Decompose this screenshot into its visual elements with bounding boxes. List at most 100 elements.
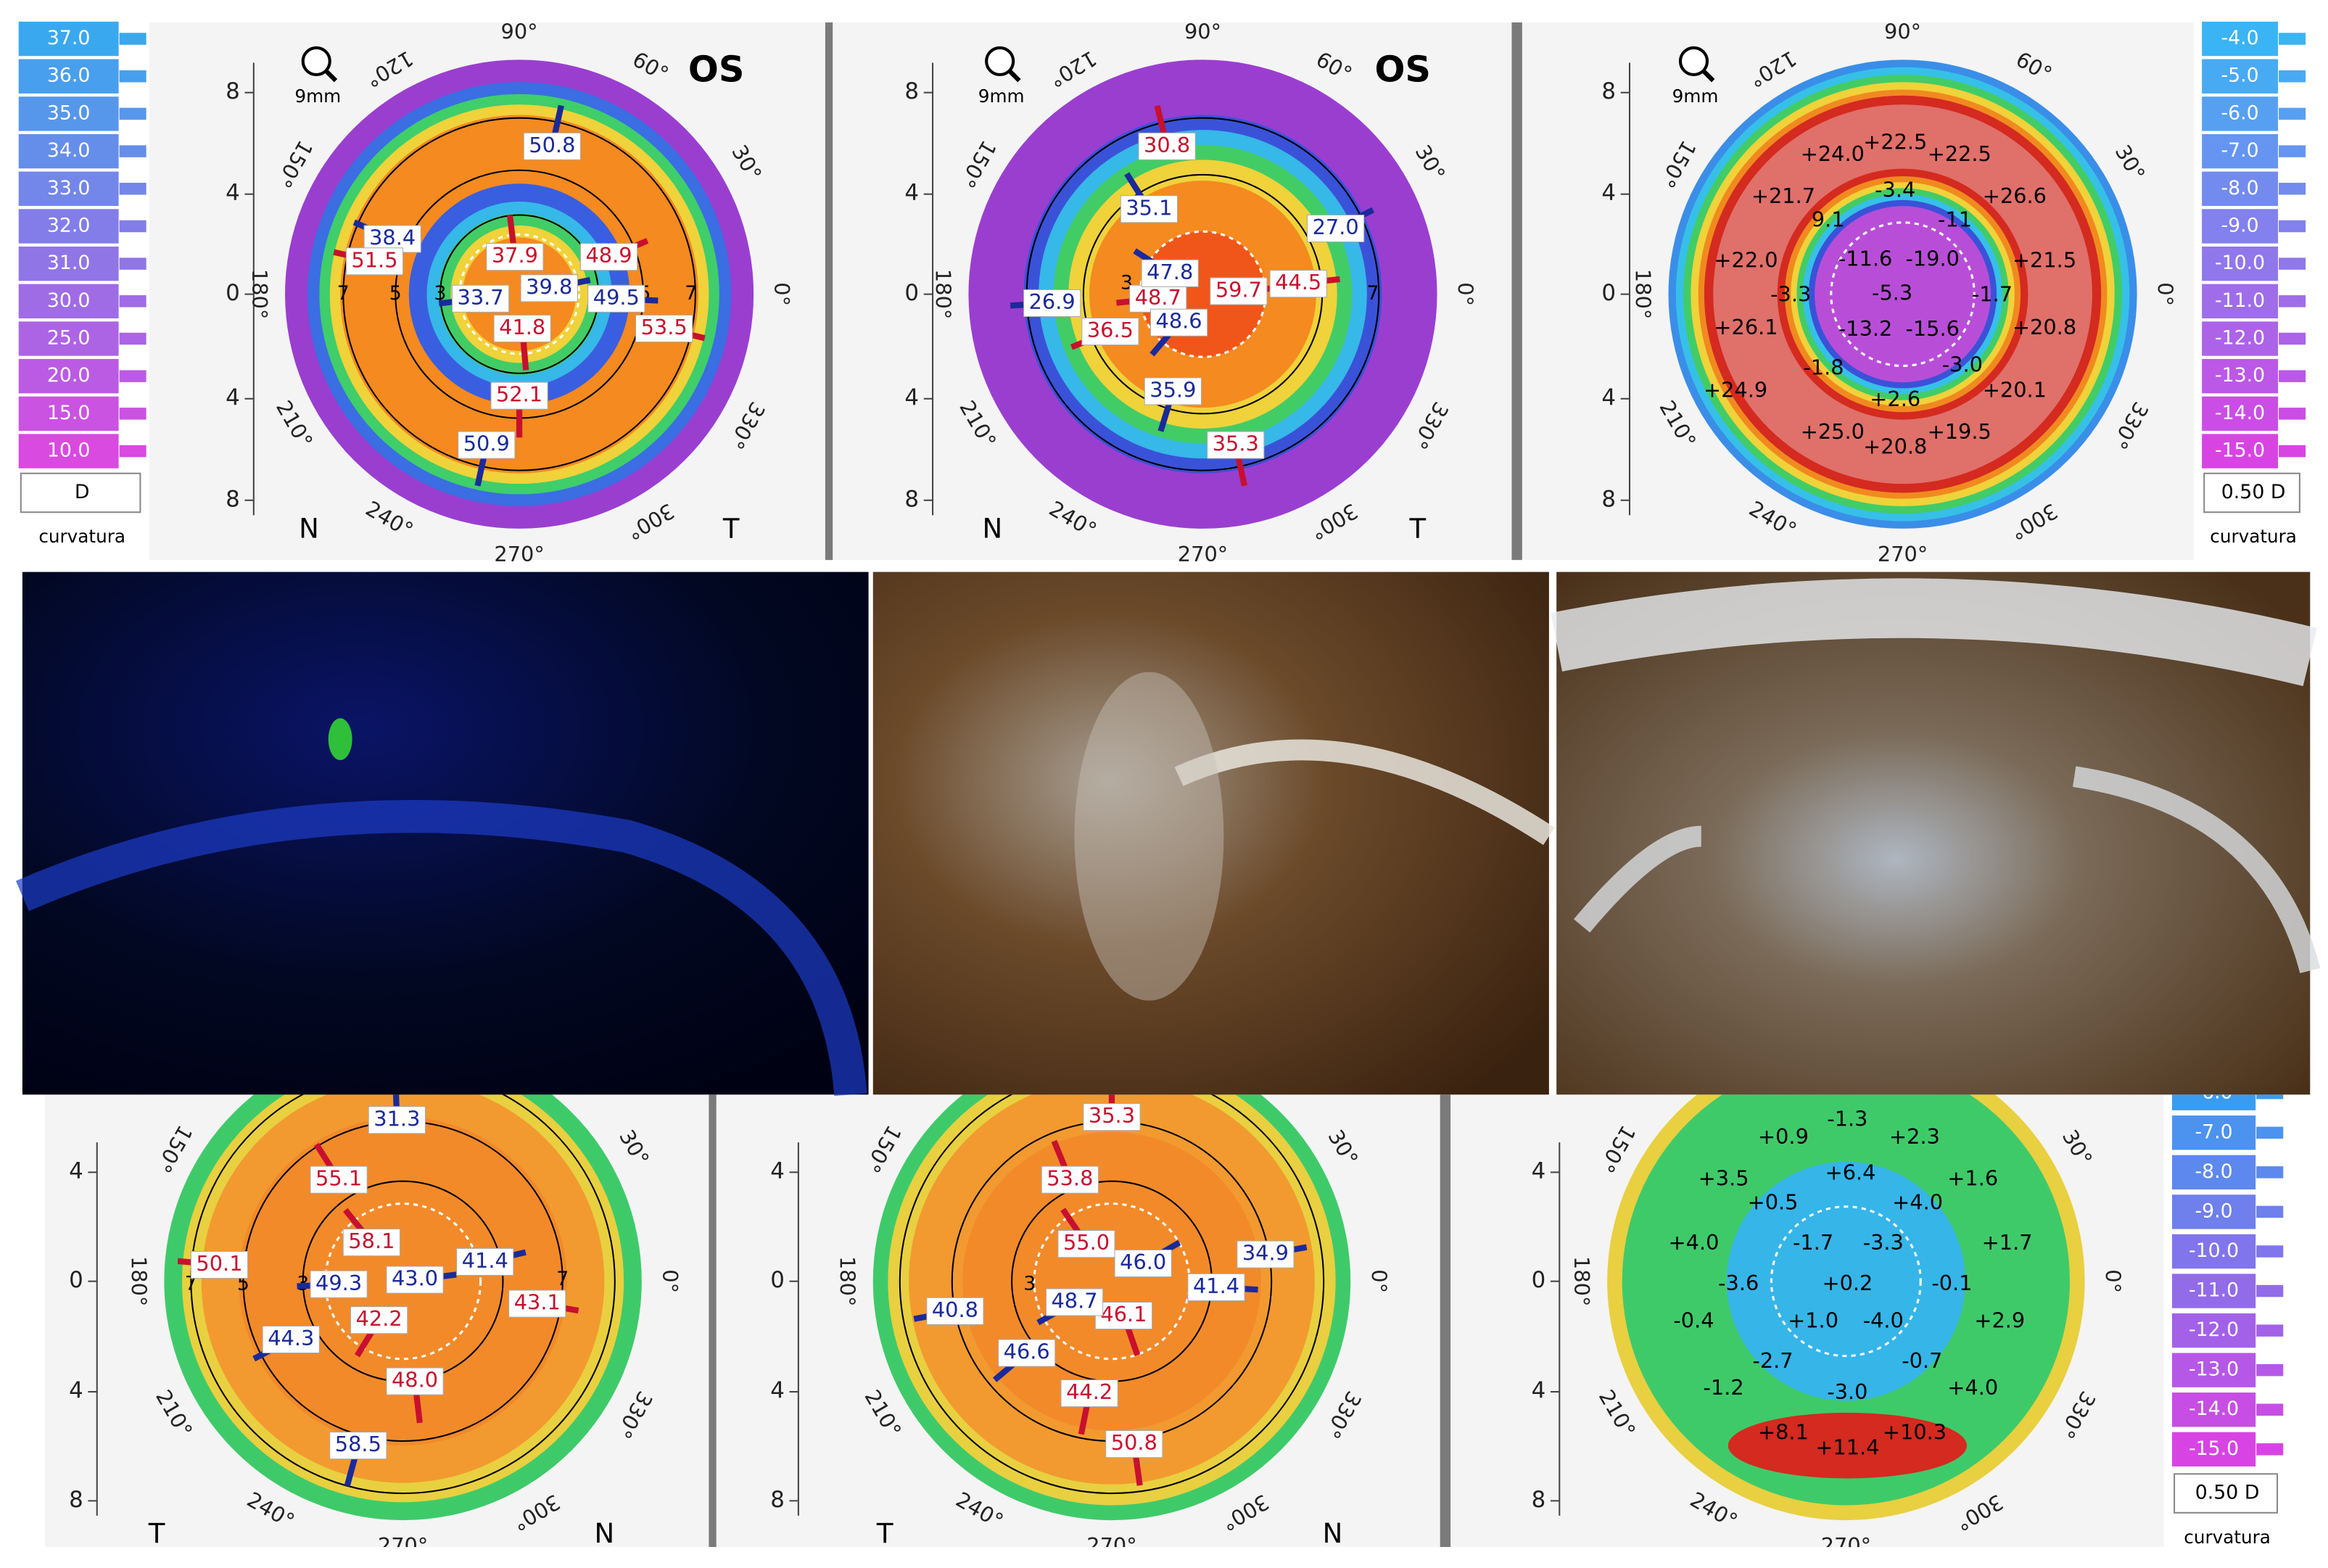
scale-tab <box>2279 183 2306 195</box>
scale-swatch <box>17 132 120 170</box>
reading-box <box>1060 1379 1118 1408</box>
scale-tab <box>119 408 146 420</box>
separator <box>825 22 833 561</box>
scale-label: 35.0 <box>47 102 91 124</box>
scale-tab <box>2279 107 2306 120</box>
axis-tick-label: 4 <box>904 384 919 410</box>
reading: 49.3 <box>315 1271 362 1295</box>
map-zone <box>1815 206 1991 383</box>
angle-label: 270° <box>1086 1533 1136 1558</box>
reading-box <box>1057 1230 1115 1258</box>
axis-tick-label: 8 <box>1532 1487 1546 1513</box>
reading: -0.7 <box>1902 1348 1942 1373</box>
scale-tab <box>119 145 146 157</box>
zoom-icon <box>323 68 338 83</box>
meridian-marker <box>520 340 529 371</box>
photo-arc <box>1574 766 2321 973</box>
reading: -11 <box>1938 207 1972 232</box>
scale-label: 31.0 <box>47 252 91 274</box>
reading-box <box>1307 214 1365 243</box>
scale-label: 37.0 <box>47 27 91 49</box>
scale-label: -8.0 <box>2195 1160 2232 1183</box>
reading-box <box>1041 1165 1099 1194</box>
scale-tab <box>2256 1166 2284 1179</box>
reading: -13.2 <box>1838 316 1892 341</box>
reading: 39.8 <box>526 274 572 299</box>
reading: -3.3 <box>1863 1230 1904 1255</box>
reading: +4.0 <box>1947 1375 1998 1400</box>
axis-tick-label: 0 <box>770 1267 785 1293</box>
ring-label: 7 <box>1367 282 1379 305</box>
reading: +22.5 <box>1863 130 1927 154</box>
reading: 34.9 <box>1242 1241 1289 1266</box>
scale-swatch <box>2170 1094 2258 1112</box>
reading-box <box>190 1250 249 1279</box>
scale-unit: 0.50 D <box>2195 1482 2260 1504</box>
reading: 55.0 <box>1063 1230 1110 1255</box>
reading-box <box>329 1432 387 1460</box>
scale-tab <box>119 370 146 382</box>
scale-unit: D <box>75 481 90 503</box>
axis-tick-label: 8 <box>904 78 919 104</box>
scale-tab <box>2279 408 2306 420</box>
reading-box <box>523 132 581 160</box>
reading: 48.9 <box>585 243 632 268</box>
reading-box <box>1083 1103 1141 1131</box>
reading-box <box>342 1229 400 1257</box>
reading-box <box>926 1297 984 1325</box>
reading-box <box>456 1247 514 1276</box>
axis-tick-label: 8 <box>904 486 919 512</box>
axis-tick-label: 4 <box>904 180 919 206</box>
axis-tick-label: 8 <box>226 78 240 104</box>
reading-box <box>1149 308 1208 337</box>
axis-tick-label: 4 <box>69 1158 83 1184</box>
reading-box <box>1144 377 1202 405</box>
axis-tick-label: 4 <box>1601 384 1616 410</box>
reading: 47.8 <box>1147 260 1193 284</box>
separator <box>1511 22 1522 561</box>
reading: -3.3 <box>1770 282 1811 307</box>
angle-label: 180° <box>1569 1256 1594 1306</box>
photo-spot <box>328 718 352 761</box>
reading: -1.2 <box>1704 1375 1744 1400</box>
scale-tab <box>119 257 146 270</box>
meridian-marker <box>1154 104 1168 136</box>
axis-tick-label: 8 <box>770 1487 785 1513</box>
reading-box <box>1081 318 1139 346</box>
reading: 44.3 <box>268 1326 314 1350</box>
reading: 30.8 <box>1144 133 1190 157</box>
separator <box>709 1094 717 1548</box>
reading-box <box>368 1106 426 1134</box>
angle-label: 180° <box>247 269 272 319</box>
scale-unit-box <box>2174 1473 2279 1514</box>
reading: -4.0 <box>1863 1308 1904 1332</box>
reading: +20.8 <box>2013 315 2076 339</box>
reading: -1.3 <box>1827 1106 1867 1131</box>
scale-swatch <box>17 357 120 395</box>
reading: +10.3 <box>1883 1420 1947 1445</box>
angle-label: 270° <box>494 542 544 566</box>
reading: -15.6 <box>1905 316 1959 341</box>
corner-label: N <box>595 1518 615 1549</box>
scale-swatch <box>2200 57 2280 95</box>
reading: 38.4 <box>369 225 416 249</box>
scale-unit-box <box>20 472 141 513</box>
scale-label: -6.0 <box>2221 102 2259 124</box>
pupil-ring <box>1830 221 1976 368</box>
scale-swatch <box>2200 395 2280 433</box>
pupil-ring <box>458 233 580 355</box>
reading: +24.0 <box>1801 141 1865 166</box>
photo-band <box>1551 578 2317 687</box>
reading-box <box>310 1165 368 1194</box>
reading-box <box>998 1339 1056 1367</box>
scale-label: 36.0 <box>47 65 91 87</box>
axis-tick-label: 4 <box>1532 1158 1546 1184</box>
reading-box <box>1114 1249 1172 1278</box>
reading: 58.5 <box>335 1432 381 1456</box>
axis-tick-label: 4 <box>226 180 240 206</box>
zoom-label: 9mm <box>294 86 341 107</box>
reading: 53.8 <box>1047 1166 1093 1191</box>
scale-label: -4.0 <box>2221 27 2259 49</box>
reading: 35.1 <box>1126 195 1172 220</box>
